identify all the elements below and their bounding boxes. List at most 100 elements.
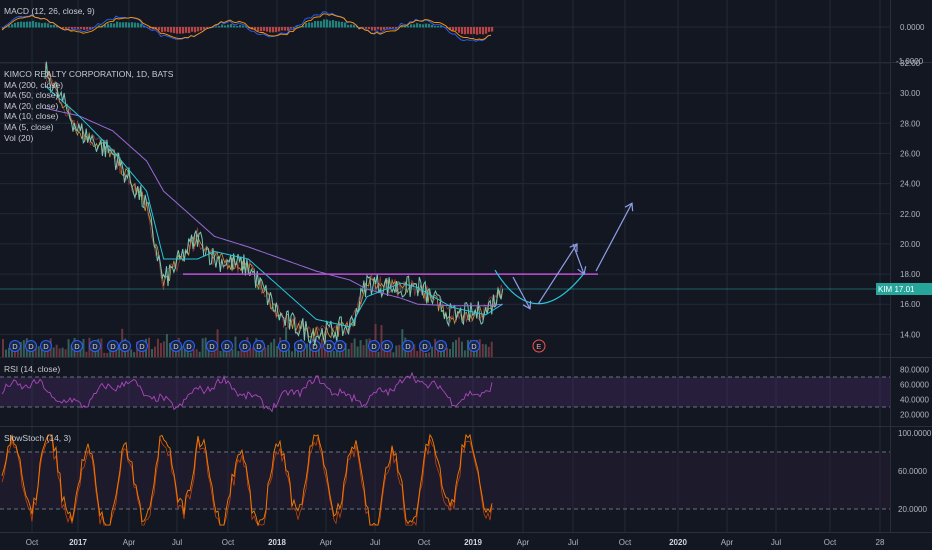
macd-histogram-bar [482, 27, 485, 35]
time-axis-label: Apr [320, 538, 333, 547]
volume-bar [189, 352, 192, 357]
macd-histogram-bar [173, 27, 176, 34]
volume-bar [19, 342, 22, 357]
macd-histogram-bar [335, 20, 338, 28]
volume-bar [288, 349, 291, 357]
rsi-legend-label: RSI (14, close) [4, 364, 61, 374]
macd-histogram-bar [44, 22, 47, 28]
volume-bar [443, 349, 446, 357]
macd-histogram-bar [365, 27, 368, 29]
macd-histogram-bar [344, 22, 347, 28]
volume-bar [428, 352, 431, 357]
macd-histogram-bar [269, 27, 272, 33]
volume-bar [294, 342, 297, 357]
price-tick-label: 16.00 [900, 300, 921, 309]
macd-histogram-bar [239, 24, 242, 28]
volume-bar [201, 338, 204, 357]
time-axis-label: 2017 [69, 538, 87, 547]
volume-bar [454, 339, 457, 357]
macd-histogram-bar [77, 27, 80, 30]
dividend-marker-label: D [92, 342, 98, 351]
macd-histogram-bar [182, 27, 185, 34]
macd-histogram-bar [224, 25, 227, 28]
macd-histogram-bar [266, 27, 269, 32]
macd-histogram-bar [155, 27, 158, 29]
macd-histogram-bar [449, 27, 452, 31]
volume-bar [446, 347, 449, 357]
volume-bar [449, 348, 451, 357]
time-axis-label: Jul [568, 538, 578, 547]
macd-histogram-bar [392, 27, 395, 29]
macd-histogram-bar [95, 26, 98, 28]
dividend-marker-label: D [337, 342, 343, 351]
volume-bar [139, 351, 142, 357]
volume-bar [70, 344, 73, 357]
dividend-marker [9, 340, 21, 352]
macd-histogram-bar [107, 23, 110, 28]
macd-histogram-bar [284, 27, 287, 31]
projection-arrow-up-1-head [569, 242, 578, 252]
macd-histogram-bar [38, 22, 41, 28]
macd-histogram-bar [206, 27, 209, 29]
macd-histogram-bar [386, 27, 389, 29]
macd-histogram-bar [185, 27, 188, 33]
dividend-marker-label: D [110, 342, 116, 351]
projection-cup-curve [494, 269, 586, 305]
volume-bar [156, 338, 159, 357]
projection-arrow-down [512, 276, 531, 310]
macd-histogram-bar [311, 22, 314, 28]
macd-histogram-bar [125, 22, 128, 28]
dividend-marker-label: D [312, 342, 318, 351]
dividend-marker-label: D [297, 342, 303, 351]
volume-bar [478, 339, 481, 357]
dividend-marker [170, 340, 182, 352]
macd-histogram-bar [488, 27, 491, 32]
macd-histogram-bar [473, 27, 476, 34]
dividend-marker-label: D [43, 342, 49, 351]
macd-histogram-bar [467, 27, 470, 34]
macd-histogram-bar [464, 27, 467, 35]
volume-bar [153, 346, 156, 357]
dividend-marker-label: D [422, 342, 428, 351]
macd-histogram-bar [419, 23, 422, 28]
rsi-tick-label: 80.0000 [900, 366, 929, 375]
stoch-tick-label: 100.0000 [898, 429, 932, 438]
volume-bar [180, 345, 183, 357]
legend-ma50: MA (50, close) [4, 90, 59, 101]
macd-histogram-bar [110, 23, 113, 28]
volume-bar [291, 351, 294, 357]
macd-histogram-bar [191, 27, 194, 32]
dividend-marker-label: D [384, 342, 390, 351]
stoch-band [0, 452, 890, 509]
dividend-marker [294, 340, 306, 352]
macd-histogram-bar [74, 27, 77, 29]
macd-histogram-bar [122, 22, 125, 28]
volume-bar [362, 344, 365, 357]
dividend-marker [136, 340, 148, 352]
macd-histogram-bar [305, 23, 308, 28]
macd-histogram-bar [29, 21, 32, 28]
volume-bar [317, 346, 320, 357]
time-axis-label: 28 [876, 538, 885, 547]
volume-bar [264, 347, 267, 357]
legend-volume: Vol (20) [4, 132, 34, 143]
volume-bar [356, 346, 359, 357]
volume-bar [302, 346, 305, 357]
macd-histogram-bar [194, 27, 197, 33]
macd-histogram-bar [158, 27, 161, 31]
volume-bar [133, 352, 136, 357]
dividend-marker [25, 340, 37, 352]
time-axis-label: Apr [123, 538, 136, 547]
macd-histogram-bar [323, 19, 326, 28]
volume-bar [159, 343, 162, 357]
projection-arrow-up-1 [537, 243, 578, 305]
volume-bar [240, 350, 243, 357]
volume-bar [490, 341, 493, 357]
time-axis-background [0, 533, 932, 550]
macd-tick-label: -1.0000 [896, 57, 924, 66]
macd-histogram-bar [308, 22, 311, 28]
dividend-marker [381, 340, 393, 352]
macd-histogram-bar [326, 19, 329, 28]
dividend-marker [221, 340, 233, 352]
